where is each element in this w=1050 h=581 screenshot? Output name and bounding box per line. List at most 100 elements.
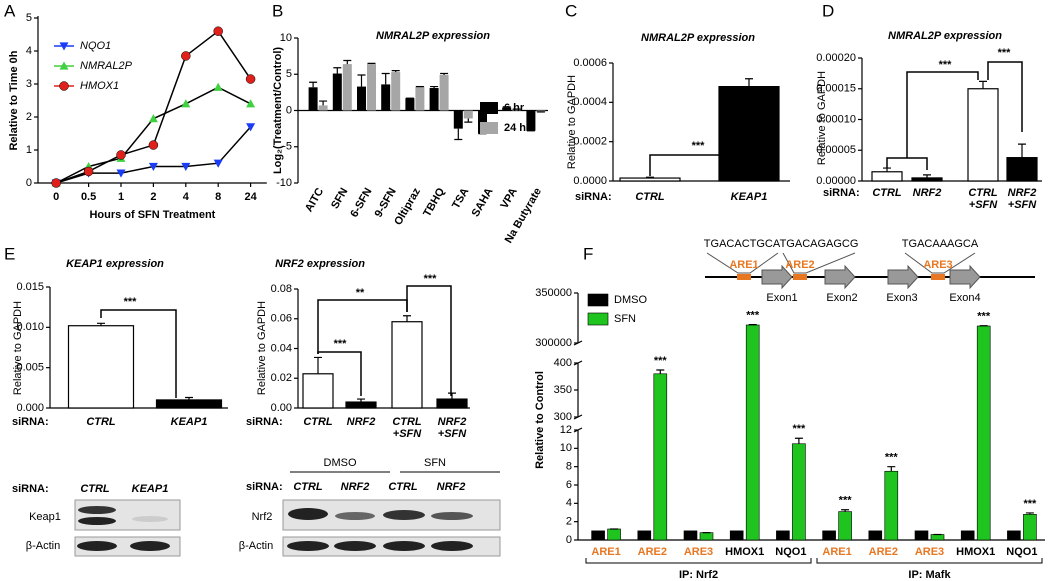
condition-label: DMSO [324, 457, 357, 469]
x-tick-label: 0.5 [81, 191, 96, 203]
bar [453, 110, 463, 129]
error-bar [97, 322, 105, 326]
bar [637, 530, 652, 541]
protein-label: β-Actin [26, 540, 60, 552]
significance: *** [998, 47, 1012, 59]
y-axis-label: Relative to Time 0h [8, 50, 20, 150]
bar [405, 98, 415, 111]
blot-right: DMSO SFN siRNA: CTRL NRF2 CTRL NRF2 Nrf2… [239, 457, 501, 557]
significance: *** [424, 273, 438, 285]
error-bar [381, 72, 390, 85]
bar [302, 373, 334, 409]
bar [67, 325, 135, 409]
callout [782, 252, 856, 274]
y-tick-label: 0.00 [271, 402, 292, 414]
marker [51, 178, 61, 188]
y-tick-label: 2 [26, 111, 32, 123]
significance: *** [885, 452, 899, 464]
y-tick-label: 0.005 [16, 362, 44, 374]
x-tick-label: ARE1 [591, 546, 620, 558]
marker [116, 169, 126, 178]
group-bracket [816, 558, 1043, 564]
marker [83, 166, 94, 177]
x-tick-label: ARE3 [915, 546, 944, 558]
y-tick-label: 300000 [535, 337, 572, 349]
x-tick-label: NRF2 [438, 416, 467, 428]
band [288, 508, 328, 520]
are-element [793, 274, 807, 280]
y-axis-label: Relative to GAPDH [566, 75, 578, 169]
bar [884, 470, 899, 541]
bar [429, 88, 439, 111]
y-tick-label: 0.00000 [816, 175, 856, 187]
bar [653, 373, 668, 541]
marker [181, 51, 191, 61]
bar [526, 110, 536, 131]
bar [683, 530, 698, 541]
significance: *** [839, 495, 853, 507]
error-bar [464, 118, 473, 123]
y-tick-label: 0.0006 [573, 57, 607, 69]
bar [1006, 157, 1038, 182]
significance: *** [124, 296, 138, 308]
blot-row-label: siRNA: [246, 481, 283, 493]
category-prefix: siRNA: [575, 191, 612, 203]
exon-label: Exon1 [766, 292, 797, 304]
marker [181, 99, 191, 108]
significance: *** [977, 311, 991, 323]
group-label: IP: Nrf2 [679, 569, 718, 581]
band [431, 512, 473, 520]
band [334, 541, 376, 551]
error-bar [343, 59, 352, 65]
bar [745, 324, 760, 541]
bracket [987, 61, 1023, 132]
bar [960, 530, 975, 541]
panel-label: E [4, 244, 15, 263]
bar [619, 177, 681, 182]
x-tick-label: CTRL [86, 416, 116, 428]
legend-swatch [480, 102, 498, 114]
bar [729, 530, 744, 541]
legend-label: SFN [614, 313, 636, 325]
panel-label: C [565, 1, 577, 20]
y-tick-label: 6 [566, 479, 572, 491]
y-tick-label: 10 [560, 442, 572, 454]
y-tick-label: 0 [26, 177, 32, 189]
error-bar [357, 74, 366, 87]
x-tick-label: SFN [329, 186, 350, 211]
y-tick-label: 350 [554, 384, 572, 396]
marker [213, 26, 223, 36]
x-tick-label: CTRL [872, 187, 902, 199]
y-tick-label: 0.00020 [816, 52, 856, 64]
bar [607, 528, 621, 541]
bar [391, 321, 423, 409]
legend-label: HMOX1 [80, 80, 119, 92]
are-label: ARE3 [923, 259, 952, 271]
error-bar [923, 174, 931, 178]
bar [914, 530, 929, 541]
legend-swatch [587, 293, 609, 307]
blot-row-label: siRNA: [12, 483, 49, 495]
y-tick-label: -10 [276, 177, 292, 189]
x-tick-label: NRF2 [347, 416, 376, 428]
bar [512, 109, 522, 111]
panel-label: D [822, 1, 834, 20]
significance: ** [356, 287, 365, 299]
x-tick-label: TBHQ [421, 186, 447, 219]
exon [949, 264, 981, 290]
significance: *** [1023, 498, 1037, 510]
y-tick-label: 0.000 [16, 402, 44, 414]
blot-left: siRNA: CTRL KEAP1 Keap1 β-Actin [12, 483, 181, 557]
error-bar [883, 167, 891, 172]
bar [367, 64, 376, 111]
y-tick-label: 10 [280, 32, 292, 44]
x-tick-label: NRF2 [1008, 187, 1037, 199]
bar [345, 401, 377, 409]
x-tick-label: HMOX1 [956, 546, 995, 558]
legend-marker [59, 42, 69, 51]
bracket [906, 71, 979, 158]
y-tick-label: 0.010 [16, 321, 44, 333]
y-tick-label: 0.06 [271, 313, 292, 325]
error-bar [454, 128, 463, 141]
